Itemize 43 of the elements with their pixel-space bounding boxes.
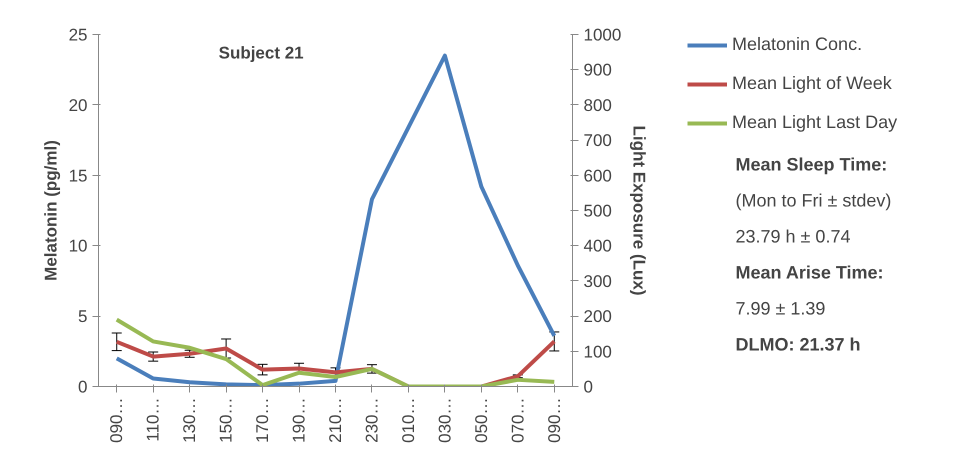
legend-label: Mean Light of Week — [732, 73, 892, 94]
x-tick-label: 090… — [544, 397, 564, 443]
line-series — [114, 318, 556, 386]
legend-label: Mean Light Last Day — [732, 112, 898, 133]
y2-tick-label: 200 — [584, 307, 612, 326]
y-axis-title: Melatonin (pg/ml) — [42, 140, 61, 281]
text: Subject 21 — [218, 44, 304, 62]
text: DLMO: 21.37 h — [736, 334, 861, 354]
text: (Mon to Fri ± stdev) — [736, 190, 892, 210]
x-tick-label: 150… — [216, 397, 236, 443]
y2-tick-label: 500 — [584, 202, 612, 220]
text: Mean Arise Time: — [736, 262, 884, 282]
x-tick-label: 110… — [144, 397, 163, 442]
x-tick-label: 210… — [326, 397, 345, 443]
y2-tick-label: 800 — [584, 96, 612, 115]
text: 23.79 h ± 0.74 — [736, 226, 850, 246]
x-tick-label: 170… — [253, 397, 272, 443]
x-tick-label: 230… — [362, 397, 382, 443]
y2-tick-label: 400 — [584, 236, 612, 256]
y-tick-label: 20 — [68, 96, 88, 115]
text: Mean Sleep Time: — [736, 154, 888, 174]
y2-tick-label: 1000 — [584, 26, 622, 44]
y2-tick-label: 100 — [584, 342, 612, 362]
y-tick-label: 5 — [78, 307, 88, 326]
y-tick-label: 0 — [78, 378, 88, 396]
text: 7.99 ± 1.39 — [736, 298, 826, 318]
x-tick-label: 190… — [290, 397, 309, 443]
x-tick-label: 130… — [180, 397, 200, 443]
y2-tick-label: 600 — [584, 166, 612, 186]
y2-tick-label: 900 — [584, 60, 612, 80]
y2-tick-label: 700 — [584, 131, 612, 150]
y-tick-label: 15 — [68, 166, 88, 186]
x-tick-label: 050… — [472, 397, 491, 443]
y2-axis-title: Light Exposure (Lux) — [629, 126, 648, 296]
x-tick-label: 010… — [398, 397, 418, 443]
x-tick-label: 090… — [107, 397, 126, 443]
y-tick-label: 25 — [68, 26, 88, 44]
y2-tick-label: 300 — [584, 272, 612, 291]
x-tick-label: 030… — [435, 397, 454, 443]
x-tick-label: 070… — [508, 397, 528, 443]
legend-label: Melatonin Conc. — [732, 34, 862, 55]
y-tick-label: 10 — [68, 236, 88, 256]
y2-tick-label: 0 — [584, 378, 593, 396]
